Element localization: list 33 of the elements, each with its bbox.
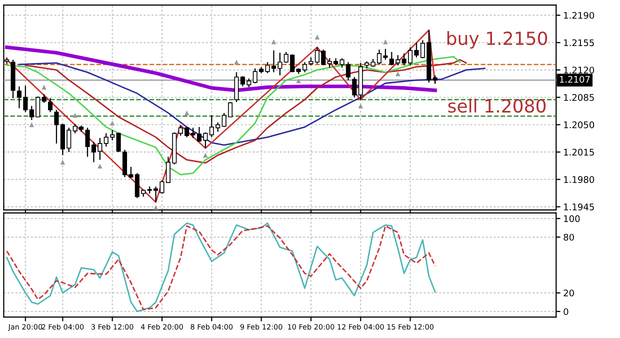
y-tick-label: 1.2015: [564, 148, 594, 156]
point: [395, 71, 400, 76]
candlestick: [48, 98, 53, 113]
point: [314, 34, 320, 40]
point: [29, 122, 34, 128]
point: [98, 164, 102, 169]
y-tick-label: 1.2085: [564, 94, 594, 101]
point: [72, 112, 78, 118]
y-tick-label: 100: [564, 215, 580, 222]
y-tick-label: 1.2050: [564, 121, 594, 128]
y-tick-label: 1.2155: [564, 39, 594, 46]
annotation: sell 1.2080: [448, 98, 546, 113]
ref-line-label: 1.2107: [560, 76, 590, 83]
point: [203, 152, 208, 158]
y-tick-label: 80: [564, 234, 574, 241]
point: [110, 120, 115, 126]
point: [42, 84, 46, 90]
point: [234, 60, 239, 65]
candlestick: [116, 132, 121, 153]
point: [60, 160, 66, 165]
y-tick-label: 1.2120: [564, 66, 594, 74]
point: [184, 110, 190, 116]
y-tick-label: 1.1945: [564, 204, 594, 210]
point: [358, 104, 364, 108]
line-series: [6, 29, 436, 203]
y-tick-label: 1.2190: [564, 12, 594, 19]
point: [296, 78, 301, 84]
candlestick: [352, 76, 357, 98]
y-tick-label: 20: [564, 290, 574, 296]
annotation: buy 1.2150: [447, 31, 548, 49]
y-tick-label: 1.1980: [564, 176, 594, 183]
y-tick-label: 0: [564, 308, 568, 316]
line-series: [18, 62, 486, 146]
